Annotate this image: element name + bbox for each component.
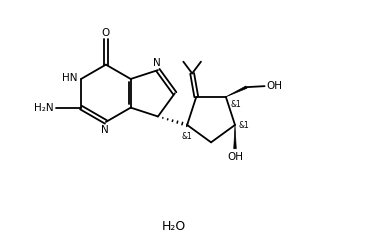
Polygon shape	[234, 125, 236, 149]
Text: &1: &1	[239, 121, 249, 130]
Text: OH: OH	[227, 152, 243, 162]
Text: &1: &1	[182, 132, 193, 141]
Text: OH: OH	[266, 81, 282, 91]
Text: &1: &1	[231, 100, 241, 109]
Text: O: O	[102, 28, 110, 38]
Text: H₂O: H₂O	[162, 220, 186, 232]
Text: N: N	[153, 58, 161, 68]
Text: H₂N: H₂N	[34, 103, 54, 113]
Text: HN: HN	[62, 73, 78, 83]
Polygon shape	[226, 86, 247, 97]
Text: N: N	[101, 125, 109, 136]
